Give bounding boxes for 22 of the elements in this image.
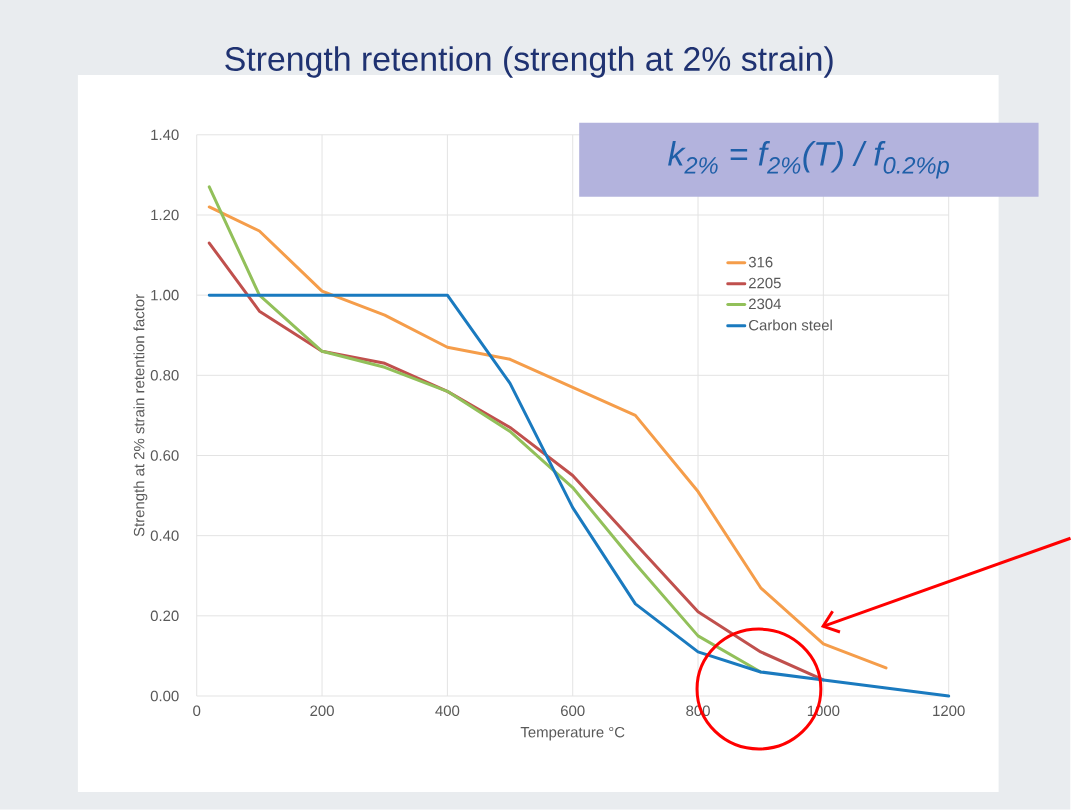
x-tick-label: 200 xyxy=(310,705,334,717)
y-tick-label: 0.80 xyxy=(150,370,179,381)
x-tick-label: 400 xyxy=(435,705,460,717)
x-tick-label: 600 xyxy=(561,705,585,717)
line-series xyxy=(207,205,888,670)
y-tick-label: 1.40 xyxy=(151,129,179,141)
chart-title: Strength retention (strength at 2% strain) xyxy=(225,46,833,78)
legend-label: 2205 xyxy=(749,277,781,289)
x-tick-label: 0 xyxy=(193,705,201,717)
legend-label: Carbon steel xyxy=(749,319,832,331)
y-tick-label: 1.20 xyxy=(151,209,179,221)
x-tick-label: 1200 xyxy=(933,705,965,717)
x-axis-title: Temperature °C xyxy=(520,726,625,741)
y-tick-label: 0.20 xyxy=(150,610,179,622)
legend-label: 316 xyxy=(748,256,773,268)
y-tick-label: 0.60 xyxy=(150,450,179,461)
y-tick-label: 0.40 xyxy=(150,530,179,542)
annotation: k$_{2%}$ = f$_{2%}$(T) / f$_{0.2%p}$ xyxy=(668,141,949,179)
y-axis-title: Strength at 2% strain retention factor xyxy=(133,294,148,537)
legend-label: 2304 xyxy=(749,298,782,310)
y-tick-label: 0.00 xyxy=(150,690,179,702)
y-tick-label: 1.00 xyxy=(151,289,179,301)
